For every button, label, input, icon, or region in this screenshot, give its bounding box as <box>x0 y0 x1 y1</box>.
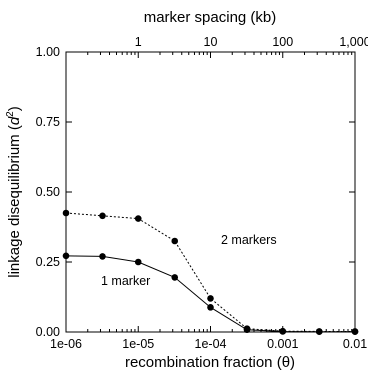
data-point <box>279 328 287 335</box>
x-tick-label: 0.001 <box>267 337 298 351</box>
series-layer <box>62 209 359 336</box>
top-tick-label: 10 <box>204 35 218 49</box>
x-tick-label: 1e-06 <box>50 337 82 351</box>
data-point <box>99 253 106 260</box>
x-tick-label: 0.01 <box>343 337 367 351</box>
series-label-2-markers: 2 markers <box>221 233 277 247</box>
x-tick-label: 1e-05 <box>122 337 154 351</box>
ticks-layer: 1e-06 1e-05 1e-04 0.001 0.01 1 10 100 1,000 0.00 0… <box>36 35 368 351</box>
data-point <box>351 328 359 336</box>
y-axis-title: linkage disequilibrium (d2) <box>5 106 23 277</box>
data-point <box>207 304 214 311</box>
data-point <box>62 209 70 217</box>
top-tick-label: 1,000 <box>339 35 368 49</box>
y-tick-label: 0.50 <box>36 185 60 199</box>
top-axis-title: marker spacing (kb) <box>144 9 277 26</box>
data-point <box>171 237 179 245</box>
data-point <box>134 258 142 266</box>
y-tick-label: 0.00 <box>36 325 60 339</box>
y-tick-label: 0.25 <box>36 255 60 269</box>
data-point <box>315 328 323 336</box>
data-point <box>243 326 251 334</box>
data-point <box>171 274 179 281</box>
x-tick-label: 1e-04 <box>195 337 227 351</box>
data-point <box>207 295 214 302</box>
y-axis-title-var: d <box>6 116 23 125</box>
series-label-1-marker: 1 marker <box>101 274 150 288</box>
x-axis-title: recombination fraction (θ) <box>125 354 295 371</box>
data-point <box>62 252 70 260</box>
series-line <box>65 212 355 332</box>
y-axis-title-main: linkage disequilibrium ( <box>6 125 23 278</box>
series-line <box>65 255 355 333</box>
y-axis-title-end: ) <box>6 106 23 111</box>
plot-frame <box>65 51 356 333</box>
y-tick-label: 1.00 <box>36 45 60 59</box>
data-point <box>99 212 106 220</box>
top-tick-label: 100 <box>272 35 293 49</box>
data-point <box>134 215 142 222</box>
y-axis-title-sup: 2 <box>5 111 16 117</box>
y-tick-label: 0.75 <box>36 115 60 129</box>
top-tick-label: 1 <box>135 35 142 49</box>
